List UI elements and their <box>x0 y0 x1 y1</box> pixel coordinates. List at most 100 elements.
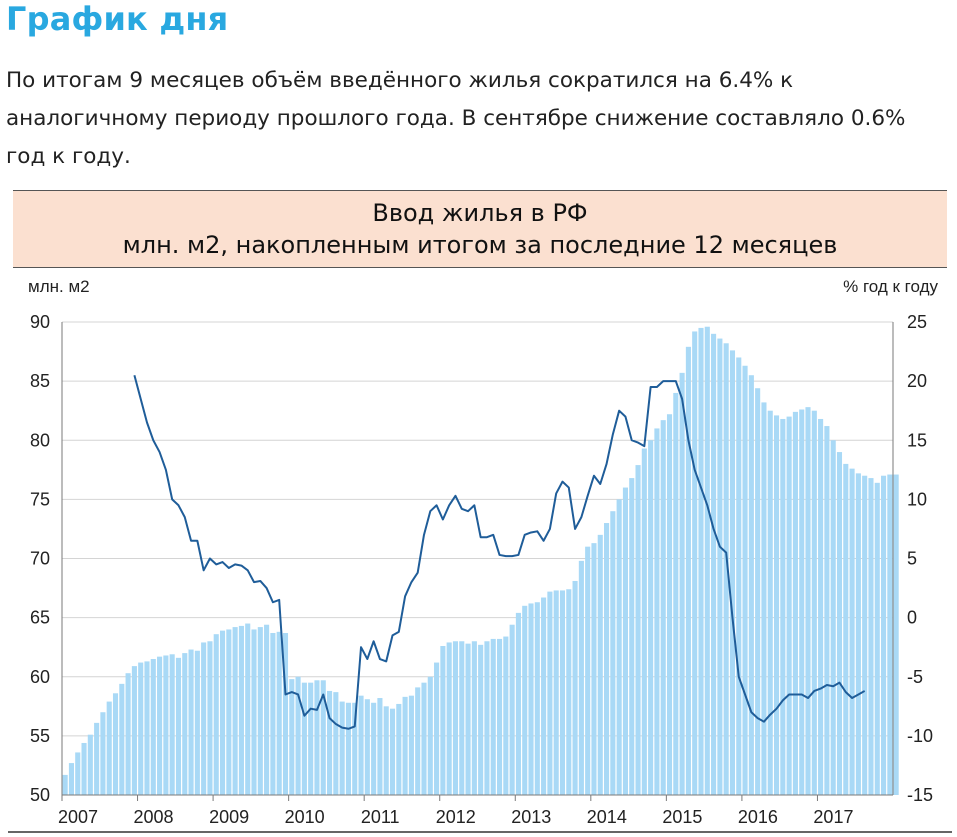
bar <box>484 641 490 795</box>
bar <box>219 630 226 795</box>
bar <box>327 690 333 795</box>
bar <box>465 643 471 795</box>
bar <box>673 392 679 795</box>
bar <box>125 673 131 795</box>
bar <box>345 702 351 795</box>
bar <box>553 590 559 795</box>
bar <box>572 580 578 795</box>
bar <box>157 656 163 795</box>
bar <box>610 511 616 795</box>
bar <box>112 693 119 795</box>
bar <box>138 662 144 795</box>
bar <box>881 475 887 795</box>
bar <box>62 774 68 795</box>
bar <box>629 478 635 795</box>
bar <box>251 629 257 795</box>
bar <box>194 650 200 795</box>
bar <box>427 676 433 795</box>
left-tick-label: 75 <box>30 489 50 509</box>
right-axis-unit: % год к году <box>843 277 938 296</box>
x-tick-label: 2013 <box>511 807 551 827</box>
bar <box>742 365 748 795</box>
x-tick-label: 2007 <box>58 807 98 827</box>
bar <box>232 627 238 795</box>
bar <box>364 699 370 795</box>
bar <box>188 649 194 795</box>
page-headline: График дня <box>6 0 229 38</box>
bar <box>748 375 754 795</box>
bar <box>660 420 666 795</box>
lead-text: По итогам 9 месяцев объём введённого жил… <box>6 68 906 169</box>
bar <box>767 410 773 795</box>
bar <box>106 701 112 795</box>
bar <box>320 680 326 795</box>
bar <box>811 410 817 795</box>
right-tick-label: -5 <box>907 667 923 687</box>
bar <box>685 346 691 795</box>
chart-title: Ввод жилья в РФ <box>372 199 588 227</box>
bar <box>704 326 710 795</box>
bar <box>503 636 509 795</box>
bar <box>402 696 408 795</box>
bar <box>528 603 534 795</box>
bar <box>830 440 836 795</box>
bar <box>182 653 188 795</box>
bar <box>68 763 74 795</box>
bar <box>452 641 459 795</box>
bar <box>547 591 553 795</box>
bar <box>163 655 169 795</box>
left-tick-label: 85 <box>30 371 50 391</box>
bar <box>679 372 685 795</box>
bar <box>289 679 295 795</box>
bar <box>578 560 584 795</box>
x-tick-label: 2011 <box>361 807 400 827</box>
bar <box>666 414 673 795</box>
bar <box>245 623 251 795</box>
chart-subtitle: млн. м2, накопленным итогом за последние… <box>122 231 838 259</box>
bar <box>559 590 566 795</box>
x-tick-label: 2017 <box>813 807 853 827</box>
right-tick-label: -15 <box>907 785 933 805</box>
left-tick-label: 55 <box>30 726 50 746</box>
bar <box>591 543 597 795</box>
bar <box>799 409 805 795</box>
left-axis-unit: млн. м2 <box>28 277 90 296</box>
bar <box>282 633 289 795</box>
bar <box>389 708 396 795</box>
bar <box>836 452 843 795</box>
bar <box>459 641 465 795</box>
bar <box>490 638 496 795</box>
bar <box>314 680 320 795</box>
bar <box>585 546 591 795</box>
bar <box>648 440 654 795</box>
bar <box>440 646 446 795</box>
bar <box>352 702 358 795</box>
right-tick-label: -10 <box>907 726 933 746</box>
bar <box>144 661 150 795</box>
bar <box>805 407 811 795</box>
bar <box>541 597 547 795</box>
chart-title-band: Ввод жилья в РФ млн. м2, накопленным ито… <box>13 190 947 268</box>
bar <box>868 478 874 795</box>
bar <box>723 343 729 795</box>
bar <box>100 712 106 795</box>
axes: 50 55 60 65 70 75 80 85 90 -15 -10 -5 0 5 10 15 20 25 2007… <box>8 312 952 833</box>
bar <box>371 702 377 795</box>
bar <box>616 499 622 796</box>
bar <box>862 475 868 795</box>
right-tick-label: 20 <box>907 371 927 391</box>
bar <box>849 468 855 795</box>
bar <box>717 338 723 795</box>
bar <box>301 682 307 795</box>
bar <box>87 734 93 795</box>
bar <box>509 624 515 795</box>
bar <box>622 487 628 795</box>
bar <box>213 634 219 795</box>
bar <box>175 657 182 795</box>
bar <box>843 463 849 795</box>
left-tick-label: 90 <box>30 312 50 332</box>
bar <box>654 428 660 795</box>
bar <box>496 638 503 795</box>
bar <box>635 465 641 795</box>
bar <box>773 415 780 795</box>
